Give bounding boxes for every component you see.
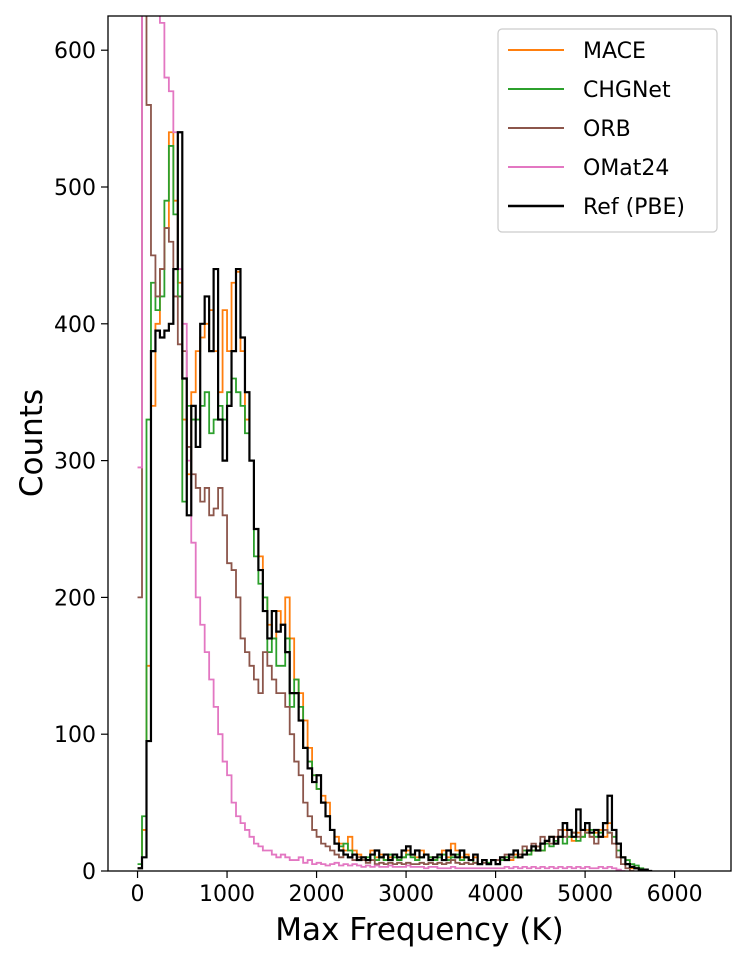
plot-frame xyxy=(107,15,732,872)
y-tick-label: 600 xyxy=(54,39,96,64)
series-line-orb xyxy=(137,16,635,871)
legend-box xyxy=(497,28,718,233)
series-lines xyxy=(137,16,653,871)
series-line-chgnet xyxy=(137,145,648,871)
series-line-omat24 xyxy=(137,16,626,871)
x-tick-label: 4000 xyxy=(468,882,524,907)
x-tick-label: 2000 xyxy=(289,882,345,907)
x-tick-label: 5000 xyxy=(557,882,613,907)
y-tick-label: 300 xyxy=(54,450,96,475)
x-axis-label: Max Frequency (K) xyxy=(275,912,563,948)
legend-label: CHGNet xyxy=(583,78,671,103)
legend-label: Ref (PBE) xyxy=(583,195,685,220)
legend: MACE CHGNet ORB OMat24 Ref (PBE) xyxy=(497,28,718,233)
x-tick-label: 1000 xyxy=(199,882,255,907)
y-axis-label: Counts xyxy=(14,389,50,497)
x-tick-label: 0 xyxy=(131,882,145,907)
legend-label: OMat24 xyxy=(583,156,669,181)
x-tick-label: 6000 xyxy=(647,882,703,907)
x-tick-label: 3000 xyxy=(378,882,434,907)
y-tick-label: 500 xyxy=(54,176,96,201)
y-tick-label: 100 xyxy=(54,723,96,748)
series-line-mace xyxy=(137,131,644,871)
series-line-ref-pbe xyxy=(137,131,653,871)
y-tick-label: 0 xyxy=(82,860,96,885)
x-axis-ticks: 0 1000 2000 3000 4000 5000 6000 xyxy=(131,871,703,907)
y-axis-ticks: 0 100 200 300 400 500 600 xyxy=(54,39,108,885)
legend-label: ORB xyxy=(583,117,631,142)
legend-label: MACE xyxy=(583,39,646,64)
y-tick-label: 200 xyxy=(54,586,96,611)
y-tick-label: 400 xyxy=(54,313,96,338)
